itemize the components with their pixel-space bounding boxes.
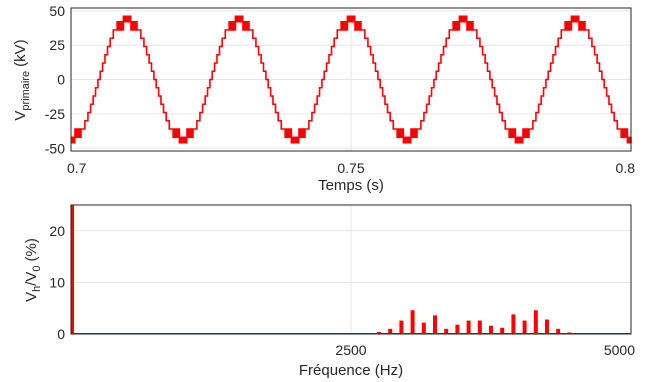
spectrum-bar	[444, 328, 449, 334]
voltage-series-line	[70, 15, 632, 144]
spectrum-ytick-label: 10	[49, 274, 65, 290]
spectrum-bar	[522, 320, 527, 334]
harmonic-axis-label: Vh/V0 (%)	[23, 238, 43, 302]
voltage-ytick-label: -25	[45, 106, 65, 122]
spectrum-bar	[377, 331, 381, 334]
spectrum-plot-border	[70, 204, 632, 335]
spectrum-bar	[466, 320, 471, 334]
voltage-ytick-label: 0	[57, 72, 65, 88]
spectrum-ytick-labels: 20 10 0	[49, 223, 65, 342]
spectrum-bar	[477, 320, 482, 334]
frequency-xtick-labels: 2500 5000	[335, 342, 635, 358]
spectrum-bar	[433, 315, 437, 334]
time-xtick-labels: 0.7 0.75 0.8	[67, 160, 635, 176]
voltage-ytick-labels: 50 25 0 -25 -50	[45, 3, 65, 157]
voltage-ytick-label: -50	[45, 140, 65, 156]
spectrum-bar	[533, 310, 538, 334]
harmonic-axis-label-unit: (%)	[23, 238, 40, 261]
spectrum-bar	[399, 320, 404, 334]
frequency-xtick-label: 5000	[604, 342, 635, 358]
voltage-time-plot: 50 25 0 -25 -50 0.7 0.75 0.8 Temps (s) Vprimai…	[12, 3, 635, 194]
voltage-ytick-label: 25	[49, 37, 65, 53]
spectrum-bar	[500, 327, 505, 334]
spectrum-bar	[567, 332, 572, 334]
time-xtick-label: 0.75	[337, 160, 364, 176]
voltage-plot-border	[70, 7, 632, 152]
voltage-ytick-label: 50	[49, 3, 65, 19]
spectrum-bar	[556, 328, 561, 334]
voltage-axis-label-unit: (kV)	[12, 39, 29, 67]
voltage-axis-label: Vprimaire (kV)	[12, 39, 32, 120]
spectrum-bar	[455, 324, 460, 334]
frequency-axis-label: Fréquence (Hz)	[299, 362, 403, 379]
harmonic-axis-label-sub2: 0	[31, 265, 43, 271]
spectrum-bar	[421, 322, 426, 334]
spectrum-bar	[489, 325, 493, 334]
spectrum-ytick-label: 0	[57, 326, 65, 342]
spectrum-bar	[71, 205, 74, 334]
voltage-axis-label-main: V	[12, 111, 29, 121]
spectrum-ytick-label: 20	[49, 223, 65, 239]
harmonic-axis-label-mid: /V	[23, 272, 40, 286]
time-xtick-label: 0.8	[616, 160, 636, 176]
spectrum-bar	[511, 314, 516, 334]
harmonic-axis-label-sub1: h	[31, 286, 43, 292]
spectrum-bar	[545, 319, 549, 334]
harmonic-axis-label-main: V	[23, 292, 40, 302]
time-axis-label: Temps (s)	[318, 177, 384, 194]
spectrum-bar	[388, 328, 393, 334]
voltage-axis-label-sub: primaire	[20, 71, 32, 111]
frequency-xtick-label: 2500	[335, 342, 366, 358]
spectrum-bar	[410, 310, 415, 334]
time-xtick-label: 0.7	[67, 160, 87, 176]
